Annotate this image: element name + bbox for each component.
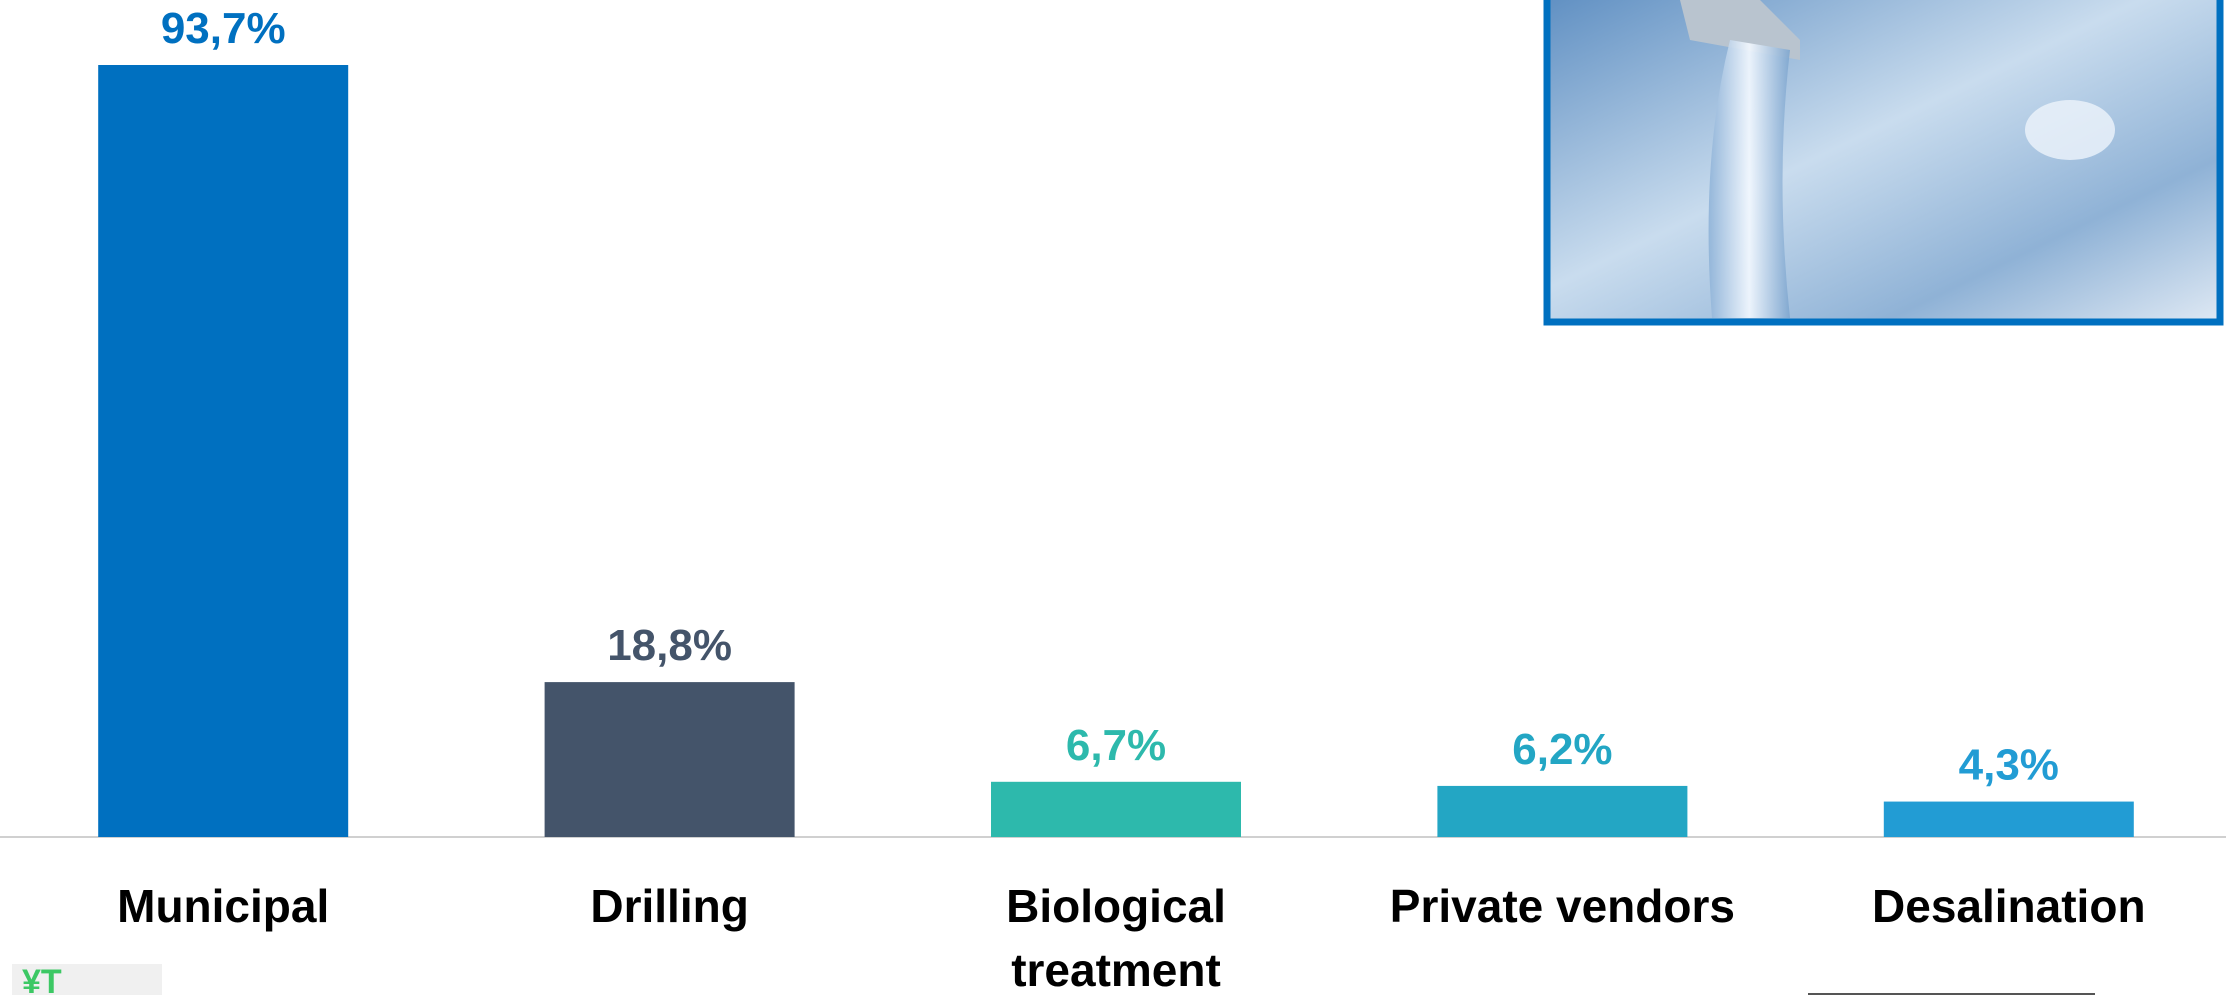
logo: ¥T [12,963,162,995]
x-tick-label: Private vendors [1389,880,1735,932]
value-label: 93,7% [161,4,286,53]
x-tick-label: Biological treatment [1006,880,1226,995]
bar [1437,785,1688,837]
value-label: 6,2% [1512,725,1612,774]
bar [544,682,795,837]
value-label: 18,8% [607,621,732,670]
value-label: 6,7% [1066,721,1166,770]
bar [98,65,349,837]
svg-text:¥T: ¥T [22,963,62,995]
bar [991,781,1241,837]
photo [1543,0,2224,326]
x-tick-label: Drilling [590,880,749,932]
x-tick-label: Desalination [1872,880,2146,932]
x-tick-label: Municipal [117,880,330,932]
bar [1883,801,2134,837]
value-label: 4,3% [1959,741,2059,790]
